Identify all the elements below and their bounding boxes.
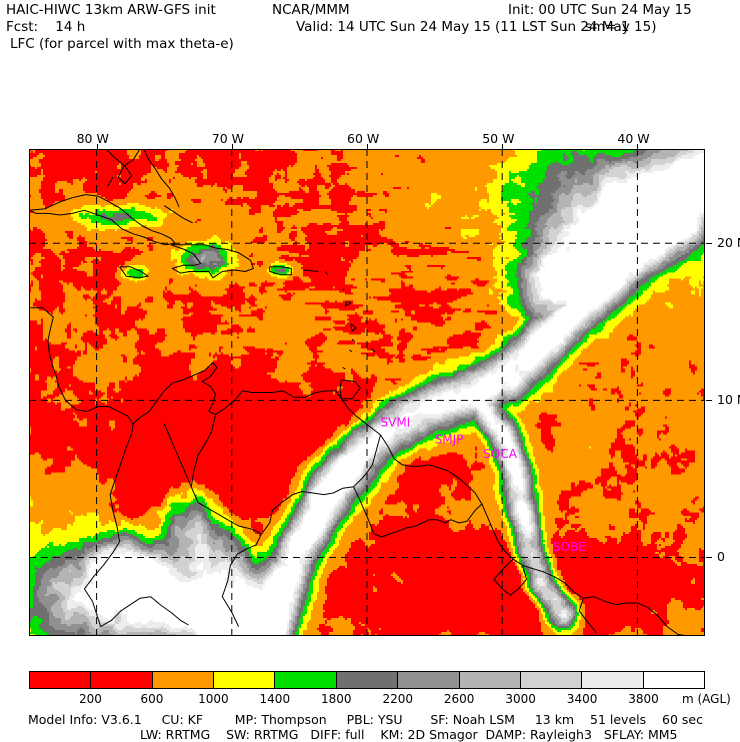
station-label-SOCA: SOCA — [483, 447, 517, 461]
lat-label-20N: 20 N — [717, 235, 740, 251]
border-brazil-ne-interior — [578, 598, 598, 634]
colorbar-tick-1000: 1000 — [198, 692, 229, 706]
coastline-marajo — [493, 558, 527, 596]
colorbar-segment-200-600 — [91, 672, 153, 688]
station-label-SVMI: SVMI — [381, 416, 411, 430]
coastline-barbados — [370, 348, 376, 353]
colorbar-tick-600: 600 — [140, 692, 164, 706]
lat-label-0: 0 — [717, 549, 725, 565]
colorbar — [29, 671, 705, 689]
lat-tick — [706, 557, 712, 559]
colorbar-tick-3400: 3400 — [566, 692, 598, 706]
coastline-pacific — [83, 433, 133, 627]
lon-label-80W: 80 W — [76, 131, 109, 146]
border-peru-ecuador — [100, 596, 189, 628]
lon-label-60W: 60 W — [347, 131, 380, 146]
smoothing-label: sm= 1 — [585, 19, 630, 35]
coastline-st-vincent — [349, 349, 353, 353]
colorbar-segment-600-1000 — [152, 672, 215, 688]
colorbar-segment-3400-3800 — [582, 672, 644, 688]
colorbar-tick-2200: 2200 — [382, 692, 413, 706]
colorbar-tick-3800: 3800 — [628, 692, 659, 706]
coastline-st-lucia — [351, 338, 356, 343]
colorbar-segment-2200-2600 — [398, 672, 460, 688]
colorbar-segment-2600-3000 — [459, 672, 521, 688]
lat-label-10N: 10 N — [717, 392, 740, 408]
lon-label-70W: 70 W — [211, 131, 245, 146]
coastline-anguilla — [324, 271, 329, 276]
colorbar-segment-0-200 — [30, 672, 92, 688]
lon-label-50W: 50 W — [482, 131, 515, 146]
model-title: HAIC-HIWC 13km ARW-GFS init — [6, 2, 216, 18]
field-title: LFC (for parcel with max theta-e) — [10, 36, 234, 52]
coastline-martinique — [350, 323, 357, 332]
coastline-bahamas-outer — [143, 149, 180, 208]
lon-tick — [637, 144, 639, 149]
lon-tick — [367, 144, 368, 149]
colorbar-segment-1400-1800 — [275, 672, 337, 688]
model-info-line2: LW: RRTMG SW: RRTMG DIFF: full KM: 2D Sm… — [140, 727, 678, 742]
forecast-hour-label: Fcst: 14 h — [6, 19, 86, 35]
colorbar-tick-200: 200 — [79, 692, 102, 706]
lon-tick — [231, 144, 233, 149]
institution-label: NCAR/MMM — [272, 2, 350, 18]
lat-tick — [706, 243, 712, 245]
coastline-virgin-islands — [303, 269, 319, 272]
coastline-hispaniola — [170, 244, 254, 279]
border-venezuela-guyana — [261, 434, 381, 535]
coastline-central-america — [30, 307, 134, 434]
colorbar-segment-3800-4200 — [643, 672, 704, 688]
lon-tick — [502, 144, 504, 149]
model-info-line1: Model Info: V3.6.1 CU: KF MP: Thompson P… — [28, 712, 703, 727]
map-overlay: SVMI SMJP SOCA SOBE — [29, 149, 705, 636]
valid-time-label: Valid: 14 UTC Sun 24 May 15 (11 LST Sun … — [296, 19, 657, 35]
border-colombia-venezuela — [190, 414, 262, 535]
colorbar-tick-2600: 2600 — [443, 692, 475, 706]
colorbar-segment-3000-3400 — [520, 672, 583, 688]
lon-label-40W: 40 W — [617, 131, 650, 146]
colorbar-segment-1000-1400 — [214, 672, 276, 688]
coastline-south-america-north — [132, 362, 679, 635]
coastline-trinidad — [339, 379, 361, 400]
coastline-grenada — [342, 366, 346, 370]
coastline-bahamas-andros — [105, 149, 141, 185]
coastline-puerto-rico — [269, 266, 292, 276]
colorbar-tick-1800: 1800 — [320, 692, 352, 706]
coastline-antigua — [342, 288, 345, 291]
colorbar-tick-3000: 3000 — [505, 692, 536, 706]
coastline-jamaica — [119, 266, 149, 279]
lon-tick — [96, 144, 98, 149]
coastline-guadeloupe — [344, 300, 352, 307]
colorbar-segment-1800-2200 — [336, 672, 399, 688]
colorbar-units-label: m (AGL) — [682, 692, 731, 706]
border-brazil-guianas — [353, 486, 483, 538]
map-border — [29, 149, 705, 636]
coastline-bahamas-bimini — [106, 177, 114, 187]
coastline-cuba — [30, 194, 176, 246]
coastline-turks-caicos — [163, 205, 193, 224]
colorbar-tick-1400: 1400 — [259, 692, 291, 706]
border-interior-colombia — [163, 423, 192, 487]
map-panel: SVMI SMJP SOCA SOBE — [29, 149, 705, 636]
colorbar-panel — [29, 671, 705, 689]
init-time-label: Init: 00 UTC Sun 24 May 15 — [508, 2, 692, 18]
station-label-SOBE: SOBE — [553, 540, 586, 554]
border-brazil-colombia — [221, 533, 262, 627]
station-label-SMJP: SMJP — [435, 433, 464, 447]
lat-tick — [706, 400, 712, 402]
